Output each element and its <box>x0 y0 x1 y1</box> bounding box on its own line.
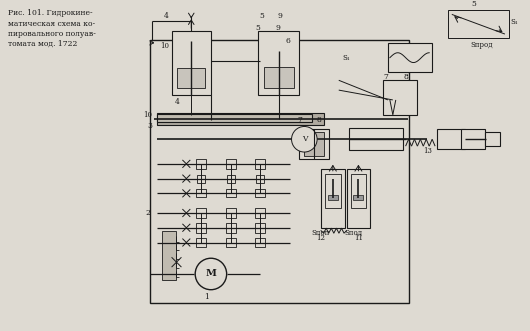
Text: 10: 10 <box>143 111 152 119</box>
Text: 4: 4 <box>164 12 169 20</box>
Text: Sпод: Sпод <box>344 229 363 237</box>
Bar <box>255 223 265 233</box>
Text: S₁: S₁ <box>510 18 518 26</box>
Bar <box>383 80 418 115</box>
Text: 4: 4 <box>175 98 180 106</box>
Circle shape <box>195 258 227 290</box>
Bar <box>196 159 206 169</box>
Bar <box>328 195 338 200</box>
Text: Sпрод: Sпрод <box>470 41 492 49</box>
Bar <box>157 114 312 121</box>
Bar <box>162 231 175 280</box>
Text: 11: 11 <box>354 234 363 242</box>
Bar <box>150 40 409 304</box>
Text: 7: 7 <box>297 116 302 123</box>
Bar <box>321 169 344 228</box>
Text: M: M <box>206 269 216 278</box>
Text: 5: 5 <box>260 12 264 20</box>
Bar <box>226 238 235 248</box>
Bar <box>172 31 211 95</box>
Bar <box>350 174 366 208</box>
Bar <box>461 129 485 149</box>
Text: 5: 5 <box>471 0 476 8</box>
Text: 10: 10 <box>160 42 169 50</box>
Bar <box>437 129 465 149</box>
Text: 12: 12 <box>316 234 325 242</box>
Circle shape <box>292 126 317 152</box>
Bar <box>226 223 235 233</box>
Bar <box>388 43 432 72</box>
Bar <box>227 175 234 182</box>
Text: 5: 5 <box>255 24 261 32</box>
Text: 8: 8 <box>316 116 322 123</box>
Bar <box>157 113 324 124</box>
Bar <box>325 174 341 208</box>
Bar <box>485 132 500 146</box>
Bar <box>255 238 265 248</box>
Bar <box>226 189 235 197</box>
Text: 6: 6 <box>285 37 290 45</box>
Bar <box>255 159 265 169</box>
Text: 8: 8 <box>403 73 408 81</box>
Text: 9: 9 <box>276 24 280 32</box>
Text: 3: 3 <box>147 122 152 130</box>
Text: 13: 13 <box>423 147 431 155</box>
Bar <box>196 223 206 233</box>
Text: 7: 7 <box>384 73 388 81</box>
Bar <box>226 159 235 169</box>
Bar <box>448 11 509 38</box>
Bar <box>258 31 299 95</box>
Text: 2: 2 <box>145 209 150 217</box>
Bar <box>349 128 403 150</box>
Text: Sпоп: Sпоп <box>312 229 330 237</box>
Bar <box>264 67 294 88</box>
Bar <box>304 132 324 156</box>
Bar <box>196 189 206 197</box>
Bar <box>196 208 206 218</box>
Text: Рис. 101. Гидрокине-
матическая схема ко-
пировального полуав-
томата мод. 1722: Рис. 101. Гидрокине- матическая схема ко… <box>8 10 96 48</box>
Bar <box>354 195 364 200</box>
Text: 9: 9 <box>277 12 282 20</box>
Bar <box>347 169 370 228</box>
Text: S₁: S₁ <box>343 54 350 62</box>
Bar <box>178 69 205 88</box>
Bar <box>226 208 235 218</box>
Bar <box>196 238 206 248</box>
Bar <box>197 175 205 182</box>
Bar <box>299 129 329 159</box>
Bar <box>255 208 265 218</box>
Text: V: V <box>302 135 307 143</box>
Bar <box>255 189 265 197</box>
Text: 1: 1 <box>205 293 209 301</box>
Bar <box>256 175 264 182</box>
